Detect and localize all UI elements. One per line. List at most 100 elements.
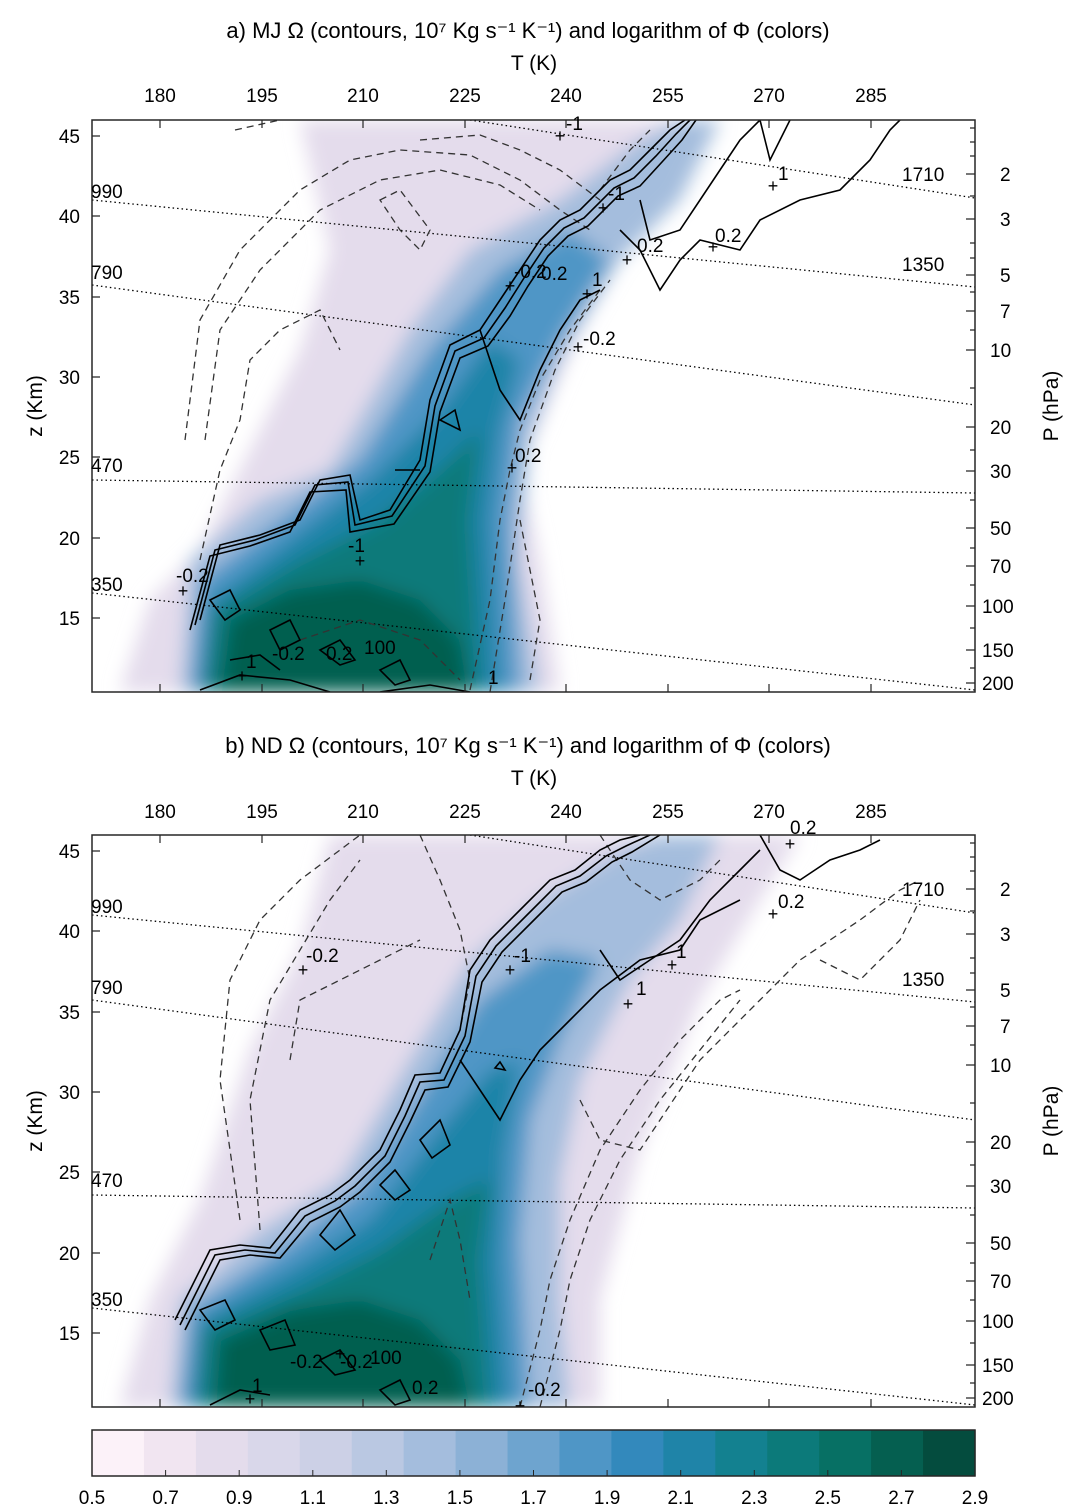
plus-marker: + — [507, 458, 518, 478]
T-tick: 195 — [246, 86, 278, 107]
P-tick: 2 — [1000, 880, 1011, 901]
panel-b-top-axis-label: T (K) — [511, 767, 557, 790]
contour-label: 1 — [778, 164, 789, 185]
contour-line — [179, 835, 651, 1326]
P-tick: 30 — [990, 1177, 1011, 1198]
panel-a-isentropes — [92, 120, 975, 691]
panel-a-P-ticks: 2 3 5 7 10 20 30 50 70 100 150 200 — [982, 165, 1014, 695]
colorbar-ticks: 0.5 0.7 0.9 1.1 1.3 1.5 1.7 1.9 2.1 2.3 2.5 2.7 2.9 — [79, 1470, 988, 1509]
panel-a-contour-labels: -1 -1 0.2 0.2 -0.2 1 0.2 -0.2 0.2 -0.2 1… — [176, 114, 789, 689]
colorbar-swatch — [247, 1430, 301, 1476]
panel-b-frame — [91, 834, 976, 1408]
panel-a-z-tickmarks — [92, 135, 100, 619]
colorbar-swatch — [299, 1430, 353, 1476]
colorbar-tick-label: 2.9 — [962, 1488, 988, 1509]
z-tick: 20 — [59, 1244, 80, 1265]
plus-marker: + — [335, 1344, 346, 1364]
plus-marker: + — [505, 960, 516, 980]
contour-label: 0.2 — [790, 818, 816, 839]
T-tick: 180 — [144, 86, 176, 107]
P-tick: 30 — [990, 462, 1011, 483]
panel-a-color-field — [120, 120, 720, 692]
contour-label: -0.2 — [340, 1352, 373, 1373]
contour-line — [378, 1378, 412, 1406]
colorbar-swatch — [559, 1430, 613, 1476]
plus-marker: + — [768, 176, 779, 196]
contour-label: 1 — [592, 270, 603, 291]
P-tick: 7 — [1000, 302, 1011, 323]
T-tick: 225 — [449, 802, 481, 823]
contour-line — [199, 309, 341, 561]
panel-b-color-field — [120, 835, 800, 1407]
plus-marker: + — [355, 551, 366, 571]
contour-line — [289, 939, 421, 1061]
colorbar-swatch — [715, 1430, 768, 1476]
contour-line — [759, 835, 881, 881]
panel-b-contour-labels: 0.2 0.2 -1 1 1 -0.2 -0.2 100 -0.2 0.2 1 … — [252, 818, 816, 1401]
contour-line — [599, 849, 761, 982]
contour-label: -1 — [608, 184, 625, 205]
T-tick: 240 — [550, 802, 582, 823]
contour-line — [204, 169, 541, 441]
colorbar-swatch — [143, 1430, 197, 1476]
contour-line — [268, 618, 302, 652]
contour-label: -0.2 — [176, 566, 209, 587]
isentrope-label: 470 — [91, 456, 123, 477]
colorbar-tick-label: 1.3 — [373, 1488, 399, 1509]
colorbar-swatches — [92, 1430, 976, 1476]
panel-a-plot-area: + + + + + + + + + + + + — [92, 120, 975, 692]
contour-label: -0.2 — [306, 946, 339, 967]
z-tick: 30 — [59, 368, 80, 389]
contour-line — [438, 408, 462, 432]
panel-b-z-tickmarks — [92, 850, 100, 1334]
contour-line — [519, 989, 741, 1407]
P-tick: 7 — [1000, 1017, 1011, 1038]
P-tick: 3 — [1000, 925, 1011, 946]
P-tick: 5 — [1000, 266, 1011, 287]
colorbar-swatch — [507, 1430, 561, 1476]
isentrope-790 — [92, 284, 975, 406]
panel-b-isentrope-labels: 350 470 790 990 1350 1710 — [91, 880, 944, 1311]
contour-line — [379, 684, 471, 692]
contour-line — [759, 120, 791, 163]
plus-marker: + — [768, 904, 779, 924]
T-tick: 270 — [753, 86, 785, 107]
isentrope-label: 350 — [91, 1290, 123, 1311]
P-tick: 20 — [990, 418, 1011, 439]
plus-marker: + — [573, 337, 584, 357]
contour-label: 0.2 — [515, 446, 541, 467]
colorbar-tick-label: 2.5 — [815, 1488, 841, 1509]
z-tick: 15 — [59, 609, 80, 630]
z-tick: 20 — [59, 529, 80, 550]
colorbar-tick-label: 0.9 — [226, 1488, 252, 1509]
z-tick: 25 — [59, 448, 80, 469]
contour-label: 0.2 — [541, 264, 567, 285]
contour-label: 1 — [636, 979, 647, 1000]
P-tick: 2 — [1000, 165, 1011, 186]
contour-label: -0.2 — [583, 329, 616, 350]
isentrope-label: 1350 — [902, 970, 944, 991]
contour-line — [519, 519, 541, 681]
contour-line — [318, 1208, 357, 1252]
panel-a-T-tickmarks — [159, 120, 872, 692]
colorbar-swatch — [663, 1430, 716, 1476]
contour-label: 100 — [364, 638, 396, 659]
panel-b-P-ticks: 2 3 5 7 10 20 30 50 70 100 150 200 — [982, 880, 1014, 1410]
contour-line — [619, 120, 901, 292]
isentrope-990 — [92, 914, 975, 1003]
isentrope-label: 350 — [91, 575, 123, 596]
isentrope-990 — [92, 199, 975, 288]
contour-line — [318, 1348, 357, 1376]
P-tick: 70 — [990, 557, 1011, 578]
T-tick: 285 — [855, 802, 887, 823]
panel-b-right-axis-label: P (hPa) — [1040, 1086, 1063, 1157]
contour-line — [229, 654, 281, 671]
z-tick: 40 — [59, 207, 80, 228]
contour-line — [249, 859, 361, 1231]
z-tick: 30 — [59, 1083, 80, 1104]
panel-b-z-ticks: 15 20 25 30 35 40 45 — [59, 842, 80, 1345]
P-tick: 5 — [1000, 981, 1011, 1002]
panel-b-T-tickmarks — [159, 835, 872, 1407]
panel-a-z-ticks: 15 20 25 30 35 40 45 — [59, 127, 80, 630]
plus-marker: + — [505, 276, 516, 296]
